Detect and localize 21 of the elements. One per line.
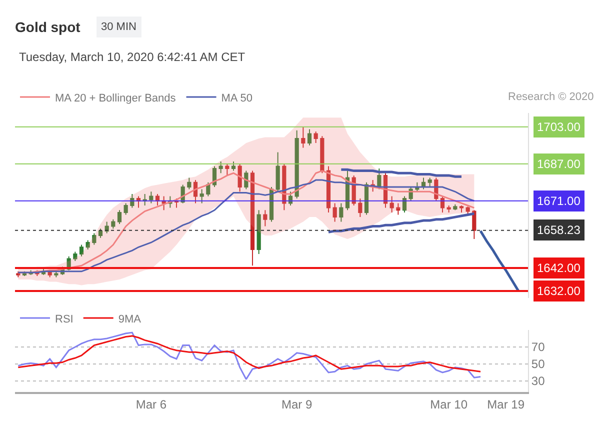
x-tick-label: Mar 10: [430, 397, 468, 412]
text: Research © 2020: [508, 91, 594, 103]
legend-label: RSI: [55, 313, 74, 326]
legend-label: MA 20 + Bollinger Bands: [55, 92, 176, 104]
y-tick-label: 1632.00: [537, 284, 581, 298]
y-tick-label: 1703.00: [537, 120, 581, 134]
y-tick-label: 1687.00: [537, 157, 581, 171]
y-tick-label: 1658.23: [537, 223, 581, 237]
y-tick-label: 70: [531, 340, 546, 354]
x-tick-label: Mar 9: [281, 397, 312, 412]
text: 30 MIN: [101, 21, 137, 33]
legend-label: 9MA: [118, 313, 142, 326]
chart-title: Gold spot: [15, 18, 81, 35]
y-tick-label: 1671.00: [537, 194, 581, 208]
legend-label: MA 50: [221, 92, 252, 104]
chart-subtitle: Tuesday, March 10, 2020 6:42:41 AM CET: [19, 50, 246, 64]
x-tick-label: Mar 19: [487, 397, 525, 412]
y-tick-label: 30: [531, 374, 546, 388]
y-tick-label: 50: [531, 357, 546, 372]
x-tick-label: Mar 6: [136, 397, 167, 412]
y-tick-label: 1642.00: [537, 261, 581, 275]
